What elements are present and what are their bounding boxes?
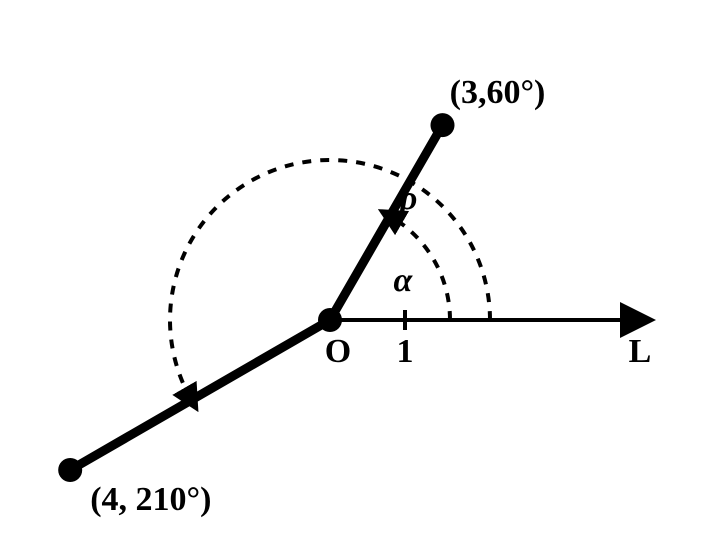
plotted-point-0	[431, 113, 455, 137]
ray-to-point-0	[330, 125, 443, 320]
unit-tick-label: 1	[397, 333, 414, 370]
point-label-0: (3,60°)	[450, 74, 546, 111]
point-label-1: (4, 210°)	[90, 481, 211, 518]
origin-label: O	[325, 333, 351, 370]
plotted-point-1	[58, 458, 82, 482]
alpha-label: α	[394, 262, 414, 299]
axis-label: L	[629, 333, 652, 370]
rho-label: ρ	[399, 180, 418, 217]
origin-point	[318, 308, 342, 332]
polar-diagram: (3,60°) (4, 210°) ρ α O 1 L	[0, 0, 720, 550]
ray-to-point-1	[70, 320, 330, 470]
